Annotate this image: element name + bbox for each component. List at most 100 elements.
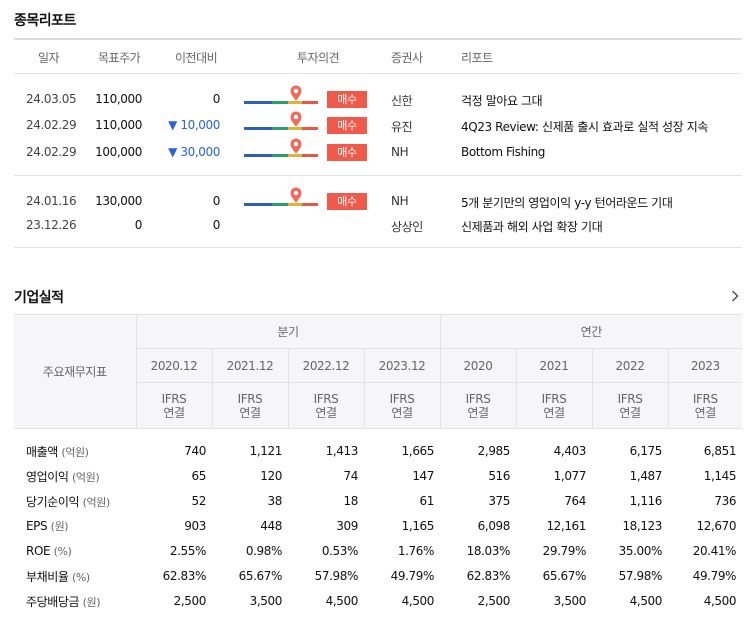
metric-name: 매출액 (26, 444, 58, 459)
opinion-scale-bar (244, 154, 318, 157)
report-date: 24.02.29 (26, 118, 77, 132)
ifrs-label: IFRS (541, 391, 567, 406)
financial-value: 6,098 (477, 519, 511, 533)
report-row[interactable]: 24.02.29 110,000 ▼ 10,000 매수 유진 4Q23 Review:… (14, 111, 742, 138)
financial-value: 2.55% (169, 544, 207, 558)
financial-row: ROE (%) 2.55% 0.98% 0.53% 1.76% 18.03% 29.79% 3… (14, 539, 742, 564)
opinion-badge: 매수 (327, 193, 367, 210)
ifrs-consolidated-label: 연결 (694, 405, 717, 420)
report-title-link[interactable]: 5개 분기만의 영업이익 y-y 턴어라운드 기대 (461, 196, 673, 210)
financial-value: 62.83% (466, 569, 511, 583)
report-broker: 상상인 (391, 220, 423, 234)
report-title-link[interactable]: 4Q23 Review: 신제품 출시 효과로 실적 성장 지속 (461, 120, 709, 134)
financial-value: 764 (564, 494, 587, 508)
ifrs-header: IFRS 연결 (364, 382, 441, 429)
report-row[interactable]: 24.03.05 110,000 0 매수 신한 걱정 말아요 그대 (14, 85, 742, 112)
period-header: 2021.12 (212, 348, 289, 383)
financial-row-label: 영업이익 (억원) (14, 464, 136, 489)
financial-row: 영업이익 (억원) 65 120 74 147 516 1,077 1,487 1,145 (14, 464, 742, 489)
financial-value: 2,500 (173, 594, 207, 608)
period-header: 2021 (516, 348, 593, 383)
metric-unit: (원) (50, 520, 69, 533)
financial-value: 4,500 (703, 594, 737, 608)
chevron-right-icon[interactable] (731, 290, 739, 306)
report-row[interactable]: 24.01.16 130,000 0 매수 NH 5개 분기만의 영업이익 y-y 턴어… (14, 187, 742, 214)
report-target-price: 100,000 (95, 145, 142, 159)
header-diff: 이전대비 (175, 51, 218, 65)
report-price-change: 0 (212, 218, 221, 232)
financial-row-label: 매출액 (억원) (14, 429, 136, 464)
report-price-change: ▼ 10,000 (168, 118, 220, 132)
header-broker: 증권사 (391, 51, 423, 65)
report-title-link[interactable]: 걱정 말아요 그대 (461, 94, 543, 108)
period-header: 2023.12 (364, 348, 441, 383)
header-annual-group: 연간 (440, 314, 743, 349)
metric-name: ROE (26, 544, 51, 558)
financial-value: 3,500 (249, 594, 283, 608)
financial-value: 375 (488, 494, 511, 508)
header-date: 일자 (38, 51, 60, 65)
report-title-link[interactable]: 신제품과 해외 사업 확장 기대 (461, 220, 603, 234)
ifrs-consolidated-label: 연결 (619, 405, 641, 420)
report-price-change: 0 (212, 194, 221, 208)
location-pin-icon (290, 111, 302, 127)
report-target-price: 0 (134, 218, 143, 232)
location-pin-icon (290, 187, 302, 203)
financial-row-label: 당기순이익 (억원) (14, 489, 136, 514)
financial-row: 주당배당금 (원) 2,500 3,500 4,500 4,500 2,500 3,500 4… (14, 589, 742, 614)
ifrs-label: IFRS (465, 391, 491, 406)
financial-value: 35.00% (618, 544, 663, 558)
metric-name: 부채비율 (26, 569, 69, 584)
report-price-change: 0 (212, 92, 221, 106)
financials-body: 매출액 (억원) 740 1,121 1,413 1,665 2,985 4,403 6,17… (14, 429, 742, 614)
ifrs-header: IFRS 연결 (592, 382, 669, 429)
financial-value: 1,077 (553, 469, 587, 483)
financial-value: 49.79% (692, 569, 737, 583)
metric-name: EPS (26, 519, 48, 533)
financial-value: 6,175 (629, 444, 663, 459)
financial-value: 74 (343, 469, 359, 483)
financial-value: 18 (343, 494, 359, 508)
report-date: 24.03.05 (26, 92, 77, 106)
financial-value: 4,500 (401, 594, 435, 608)
metric-name: 주당배당금 (26, 594, 80, 609)
financial-value: 903 (184, 519, 206, 533)
ifrs-header: IFRS 연결 (668, 382, 743, 429)
financial-value: 1,165 (401, 519, 435, 533)
financial-value: 736 (714, 494, 737, 508)
header-report: 리포트 (461, 51, 493, 65)
ifrs-consolidated-label: 연결 (163, 405, 185, 420)
financial-row: 매출액 (억원) 740 1,121 1,413 1,665 2,985 4,403 6,17… (14, 429, 742, 464)
financial-value: 2,500 (477, 594, 511, 608)
financial-value: 57.98% (314, 569, 359, 583)
financial-value: 4,500 (325, 594, 359, 608)
report-broker: NH (391, 194, 409, 208)
header-quarter-group: 분기 (136, 314, 441, 349)
report-row[interactable]: 23.12.26 0 0 상상인 신제품과 해외 사업 확장 기대 (14, 214, 742, 238)
metric-unit: (억원) (82, 495, 111, 509)
ifrs-consolidated-label: 연결 (543, 405, 565, 420)
report-row[interactable]: 24.02.29 100,000 ▼ 30,000 매수 NH Bottom Fishi… (14, 138, 742, 165)
period-header: 2023 (668, 348, 743, 383)
financial-value: 309 (336, 519, 358, 533)
report-title-link[interactable]: Bottom Fishing (461, 145, 546, 159)
financial-row-label: 주당배당금 (원) (14, 589, 136, 614)
metric-unit: (%) (53, 545, 72, 558)
report-target-price: 110,000 (95, 92, 142, 106)
report-broker: NH (391, 145, 409, 159)
opinion-badge: 매수 (327, 91, 367, 108)
financial-value: 12,670 (696, 519, 737, 533)
opinion-badge: 매수 (327, 117, 367, 134)
financial-value: 1.76% (397, 544, 435, 558)
ifrs-label: IFRS (692, 391, 718, 406)
financial-value: 1,116 (629, 494, 663, 508)
report-bottom-divider (14, 247, 742, 248)
financial-value: 448 (260, 519, 282, 533)
ifrs-header: IFRS 연결 (136, 382, 213, 429)
ifrs-label: IFRS (617, 391, 643, 406)
opinion-badge: 매수 (327, 144, 367, 161)
financial-value: 18,123 (622, 519, 663, 533)
financial-value: 52 (191, 494, 207, 508)
report-date: 24.02.29 (26, 145, 77, 159)
financial-row-label: 부채비율 (%) (14, 564, 136, 589)
